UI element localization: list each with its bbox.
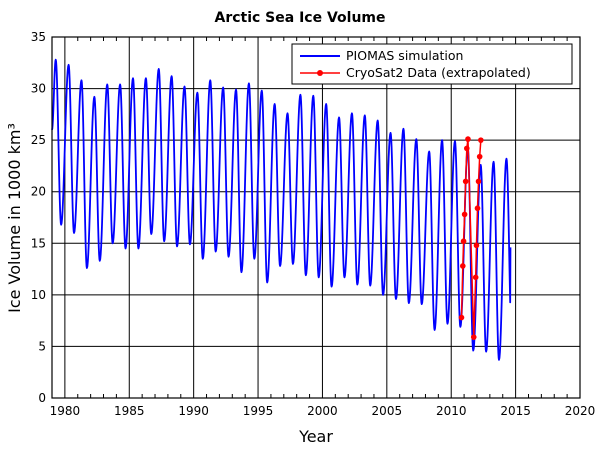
series-line-piomas xyxy=(51,58,512,361)
legend-box xyxy=(291,43,573,85)
y-tick-label: 0 xyxy=(38,391,46,405)
x-tick-label: 2010 xyxy=(436,404,467,418)
x-axis-label: Year xyxy=(298,427,333,446)
plot-area xyxy=(51,58,512,361)
y-axis-label: Ice Volume in 1000 km³ xyxy=(5,123,24,313)
x-axis: 1980 1985 1990 1995 2000 2005 2010 2015 2020 xyxy=(50,37,596,418)
x-tick-label: 1995 xyxy=(243,404,274,418)
data-point-cryosat xyxy=(462,178,469,185)
legend-marker-cryosat xyxy=(317,70,323,76)
y-axis: 0 5 10 15 20 25 30 35 xyxy=(31,30,46,405)
data-point-cryosat xyxy=(470,334,477,340)
x-tick-label: 2000 xyxy=(307,404,338,418)
legend-label-piomas: PIOMAS simulation xyxy=(346,48,463,63)
x-tick-label: 2015 xyxy=(500,404,531,418)
data-point-cryosat xyxy=(478,137,484,143)
data-point-cryosat xyxy=(460,263,466,269)
legend-label-cryosat: CryoSat2 Data (extrapolated) xyxy=(346,65,531,80)
legend: PIOMAS simulation CryoSat2 Data (extrapo… xyxy=(291,43,573,85)
x-tick-label: 1990 xyxy=(178,404,209,418)
x-tick-label: 2020 xyxy=(565,404,596,418)
y-tick-label: 15 xyxy=(31,236,46,250)
y-tick-label: 10 xyxy=(31,288,46,302)
series-line-cryosat xyxy=(460,139,482,338)
data-point-cryosat xyxy=(461,211,468,218)
plot-frame xyxy=(51,36,581,399)
data-point-cryosat xyxy=(476,153,483,160)
y-tick-label: 30 xyxy=(31,82,46,96)
data-point-cryosat xyxy=(460,238,467,245)
data-point-cryosat xyxy=(475,178,482,185)
x-tick-label: 2005 xyxy=(372,404,403,418)
x-tick-label: 1980 xyxy=(50,404,81,418)
data-point-cryosat xyxy=(472,274,479,281)
data-point-cryosat xyxy=(474,205,481,212)
data-point-cryosat xyxy=(465,136,471,142)
y-tick-label: 5 xyxy=(38,339,46,353)
data-point-cryosat xyxy=(473,242,480,249)
data-point-cryosat xyxy=(458,314,465,321)
y-tick-label: 35 xyxy=(31,30,46,44)
y-tick-label: 20 xyxy=(31,185,46,199)
x-tick-label: 1985 xyxy=(114,404,145,418)
y-tick-label: 25 xyxy=(31,133,46,147)
data-point-cryosat xyxy=(464,145,470,152)
chart-title: Arctic Sea Ice Volume xyxy=(214,10,385,26)
